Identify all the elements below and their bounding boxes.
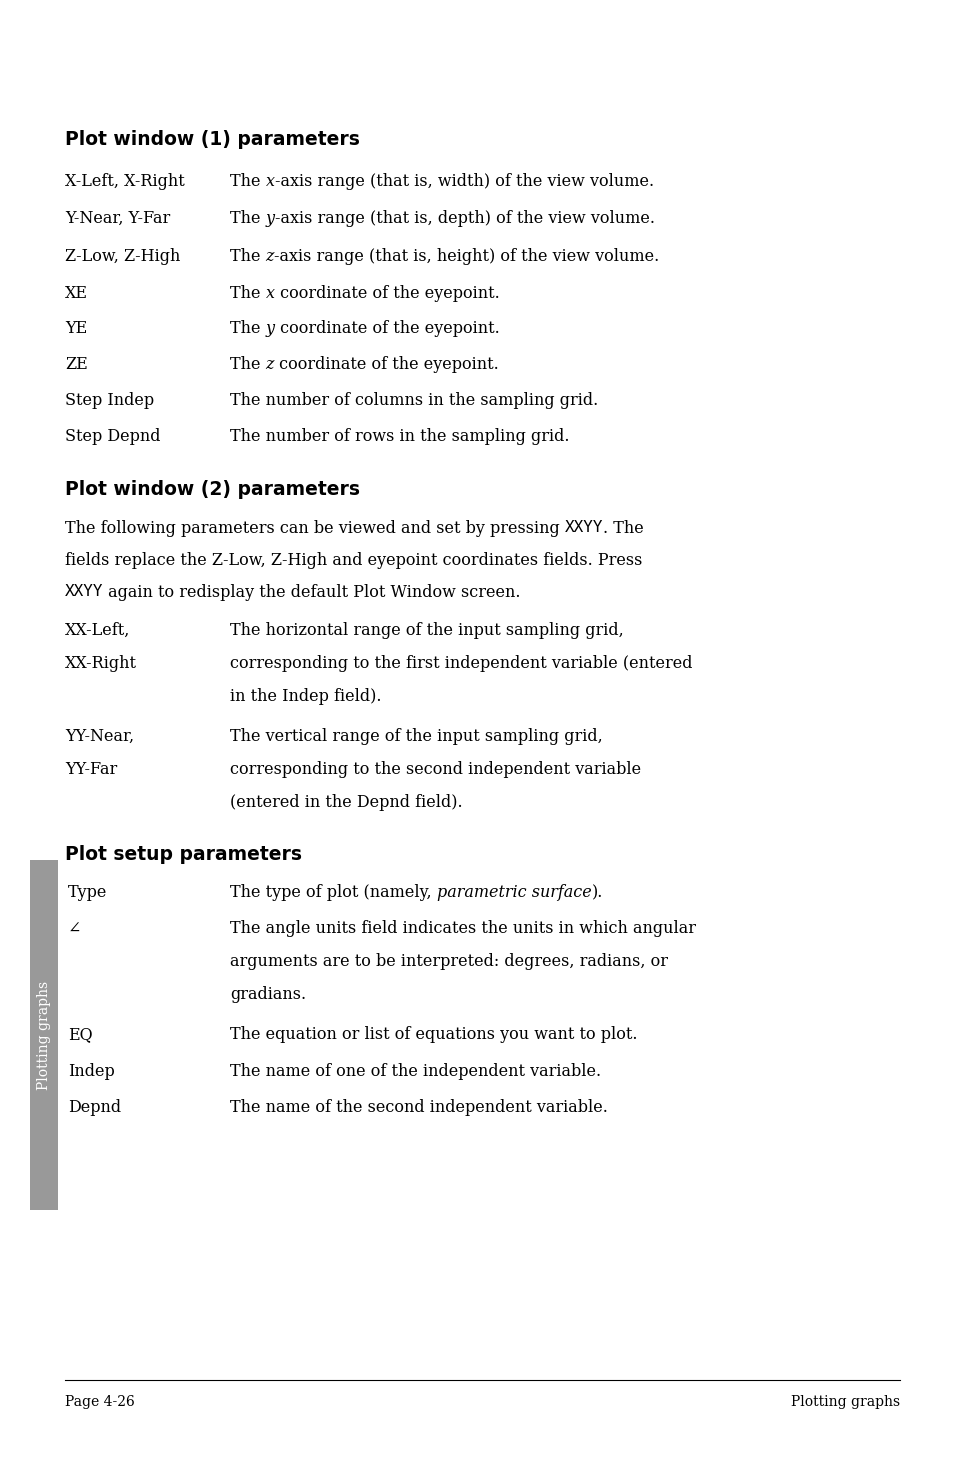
Text: XX-Right: XX-Right	[65, 654, 137, 672]
Text: XE: XE	[65, 285, 88, 302]
Text: The: The	[230, 209, 265, 227]
Text: arguments are to be interpreted: degrees, radians, or: arguments are to be interpreted: degrees…	[230, 953, 667, 971]
Text: y: y	[265, 209, 274, 227]
Text: The: The	[230, 321, 265, 337]
Text: Depnd: Depnd	[68, 1099, 121, 1116]
Text: Z-Low, Z-High: Z-Low, Z-High	[65, 247, 180, 265]
Text: coordinate of the eyepoint.: coordinate of the eyepoint.	[274, 356, 498, 373]
Text: The: The	[230, 247, 265, 265]
Text: Plotting graphs: Plotting graphs	[790, 1395, 899, 1408]
Text: coordinate of the eyepoint.: coordinate of the eyepoint.	[274, 321, 498, 337]
Text: The: The	[230, 173, 265, 190]
Text: The number of rows in the sampling grid.: The number of rows in the sampling grid.	[230, 427, 569, 445]
Text: x: x	[265, 173, 274, 190]
Text: . The: . The	[602, 520, 643, 537]
Text: fields replace the Z-Low, Z-High and eyepoint coordinates fields. Press: fields replace the Z-Low, Z-High and eye…	[65, 552, 641, 569]
Text: The following parameters can be viewed and set by pressing: The following parameters can be viewed a…	[65, 520, 564, 537]
Text: Plot setup parameters: Plot setup parameters	[65, 845, 302, 864]
Text: corresponding to the second independent variable: corresponding to the second independent …	[230, 761, 640, 777]
Text: EQ: EQ	[68, 1026, 92, 1042]
Text: Indep: Indep	[68, 1063, 114, 1080]
Text: again to redisplay the default Plot Window screen.: again to redisplay the default Plot Wind…	[103, 584, 520, 602]
Text: XXYY: XXYY	[564, 520, 602, 534]
Text: -axis range (that is, width) of the view volume.: -axis range (that is, width) of the view…	[274, 173, 653, 190]
Text: z: z	[265, 247, 274, 265]
Text: Plot window (2) parameters: Plot window (2) parameters	[65, 480, 359, 499]
Text: YY-Near,: YY-Near,	[65, 728, 134, 745]
Text: The: The	[230, 356, 265, 373]
Text: The horizontal range of the input sampling grid,: The horizontal range of the input sampli…	[230, 622, 623, 638]
Text: The vertical range of the input sampling grid,: The vertical range of the input sampling…	[230, 728, 602, 745]
Text: Plotting graphs: Plotting graphs	[37, 981, 51, 1089]
Text: ).: ).	[591, 884, 602, 900]
Text: coordinate of the eyepoint.: coordinate of the eyepoint.	[274, 285, 498, 302]
Text: The equation or list of equations you want to plot.: The equation or list of equations you wa…	[230, 1026, 637, 1042]
Text: ∠: ∠	[68, 919, 81, 937]
Text: The number of columns in the sampling grid.: The number of columns in the sampling gr…	[230, 392, 598, 408]
Text: in the Indep field).: in the Indep field).	[230, 688, 381, 706]
Text: (entered in the Depnd field).: (entered in the Depnd field).	[230, 793, 462, 811]
Text: Step Indep: Step Indep	[65, 392, 154, 408]
Text: corresponding to the first independent variable (entered: corresponding to the first independent v…	[230, 654, 692, 672]
Bar	[30, 859, 58, 1211]
Text: X-Left, X-Right: X-Left, X-Right	[65, 173, 185, 190]
Text: Type: Type	[68, 884, 108, 900]
Text: y: y	[265, 321, 274, 337]
Text: The type of plot (namely,: The type of plot (namely,	[230, 884, 436, 900]
Text: -axis range (that is, height) of the view volume.: -axis range (that is, height) of the vie…	[274, 247, 659, 265]
Text: -axis range (that is, depth) of the view volume.: -axis range (that is, depth) of the view…	[274, 209, 654, 227]
Text: The name of one of the independent variable.: The name of one of the independent varia…	[230, 1063, 600, 1080]
Text: XXYY: XXYY	[65, 584, 103, 599]
Text: Y-Near, Y-Far: Y-Near, Y-Far	[65, 209, 170, 227]
Text: z: z	[265, 356, 274, 373]
Text: The angle units field indicates the units in which angular: The angle units field indicates the unit…	[230, 919, 696, 937]
Text: Page 4-26: Page 4-26	[65, 1395, 134, 1408]
Text: YY-Far: YY-Far	[65, 761, 117, 777]
Text: XX-Left,: XX-Left,	[65, 622, 131, 638]
Text: ZE: ZE	[65, 356, 88, 373]
Text: parametric surface: parametric surface	[436, 884, 591, 900]
Text: YE: YE	[65, 321, 87, 337]
Text: The name of the second independent variable.: The name of the second independent varia…	[230, 1099, 607, 1116]
Text: Step Depnd: Step Depnd	[65, 427, 160, 445]
Text: The: The	[230, 285, 265, 302]
Text: x: x	[265, 285, 274, 302]
Text: Plot window (1) parameters: Plot window (1) parameters	[65, 130, 359, 149]
Text: gradians.: gradians.	[230, 985, 306, 1003]
